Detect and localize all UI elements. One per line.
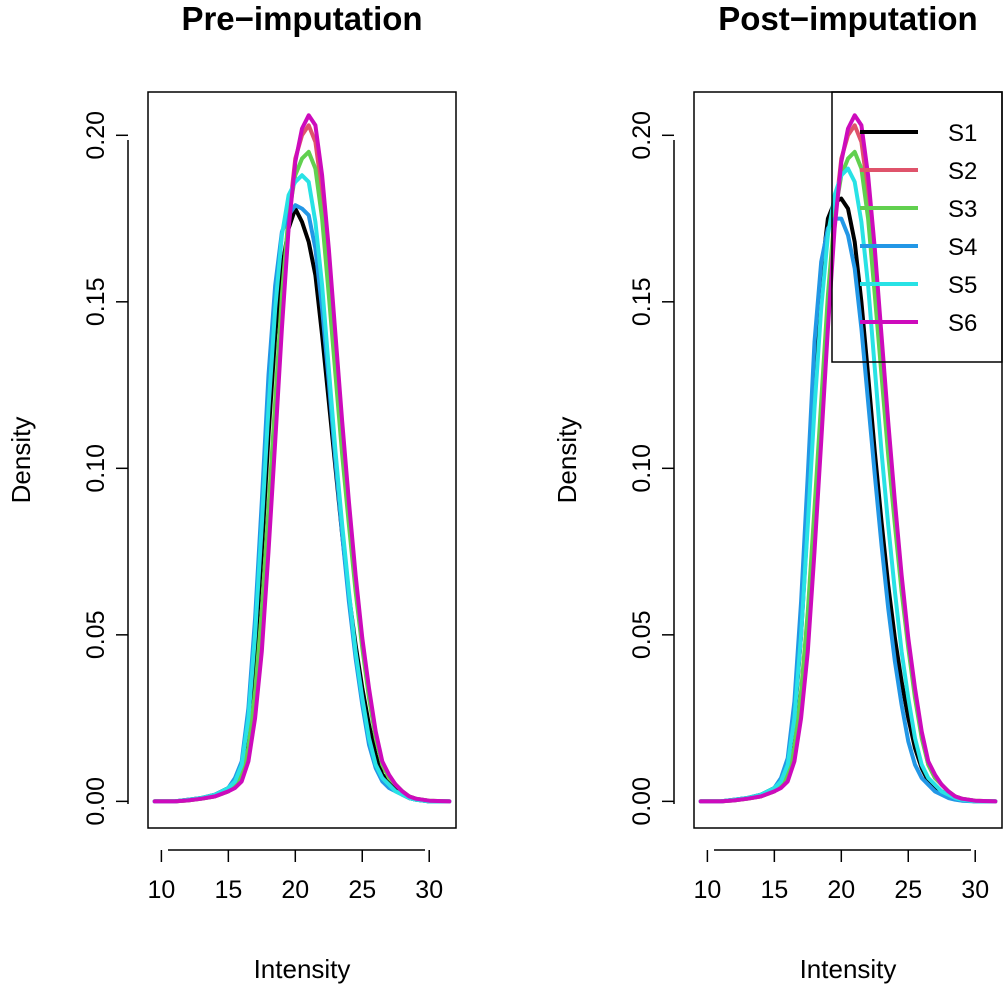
y-axis: 0.00 0.05 0.10 0.15 0.20 <box>82 111 129 826</box>
panel-title: Post−imputation <box>718 0 977 37</box>
x-tick-label: 20 <box>281 876 309 904</box>
y-tick-label: 0.15 <box>82 277 110 326</box>
panel-pre-imputation: Pre−imputation 10 15 20 25 30 0.000.050.100.… <box>6 0 457 984</box>
y-tick-label: 0.00 <box>628 777 656 826</box>
x-axis-label: Intensity <box>800 954 897 984</box>
series-line-s6 <box>152 113 452 804</box>
legend-entries: S1 S2 S3 S4 S5 S6 <box>860 120 977 337</box>
panel-post-imputation: Post−imputation 10 15 20 25 30 0.000.050.100… <box>552 0 1003 984</box>
series-line-s6 <box>698 113 998 804</box>
panel-title: Pre−imputation <box>181 0 422 37</box>
y-tick-label: 0.20 <box>628 111 656 160</box>
plot-lines <box>698 113 998 804</box>
x-axis: 10 15 20 25 30 <box>147 849 443 904</box>
y-axis-label: Density <box>6 417 36 504</box>
plot-frame <box>147 91 457 829</box>
y-tick-label: 0.20 <box>82 111 110 160</box>
y-tick-label: 0.05 <box>628 611 656 660</box>
y-tick-label: 0.05 <box>82 611 110 660</box>
x-tick-label: 30 <box>961 876 989 904</box>
series-line-s5 <box>698 166 998 804</box>
legend-label-s4: S4 <box>948 234 977 261</box>
x-tick-label: 10 <box>693 876 721 904</box>
x-tick-label: 25 <box>894 876 922 904</box>
legend-label-s2: S2 <box>948 158 977 185</box>
y-tick-label: 0.15 <box>628 277 656 326</box>
x-tick-label: 20 <box>827 876 855 904</box>
y-axis: 0.00 0.05 0.10 0.15 0.20 <box>628 111 675 826</box>
y-tick-label: 0.00 <box>82 777 110 826</box>
legend-label-s6: S6 <box>948 310 977 337</box>
x-axis: 10 15 20 25 30 <box>693 849 989 904</box>
x-tick-label: 15 <box>760 876 788 904</box>
plot-lines <box>152 113 452 804</box>
x-tick-label: 10 <box>147 876 175 904</box>
legend: S1 S2 S3 S4 S5 S6 <box>831 91 1003 363</box>
legend-box <box>831 91 1003 363</box>
legend-label-s3: S3 <box>948 196 977 223</box>
legend-label-s1: S1 <box>948 120 977 147</box>
x-tick-label: 15 <box>214 876 242 904</box>
legend-label-s5: S5 <box>948 272 977 299</box>
y-tick-label: 0.10 <box>628 444 656 493</box>
y-axis-label: Density <box>552 417 582 504</box>
x-axis-label: Intensity <box>254 954 351 984</box>
y-tick-label: 0.10 <box>82 444 110 493</box>
series-line-s5 <box>152 173 452 804</box>
x-tick-label: 25 <box>348 876 376 904</box>
x-tick-label: 30 <box>415 876 443 904</box>
